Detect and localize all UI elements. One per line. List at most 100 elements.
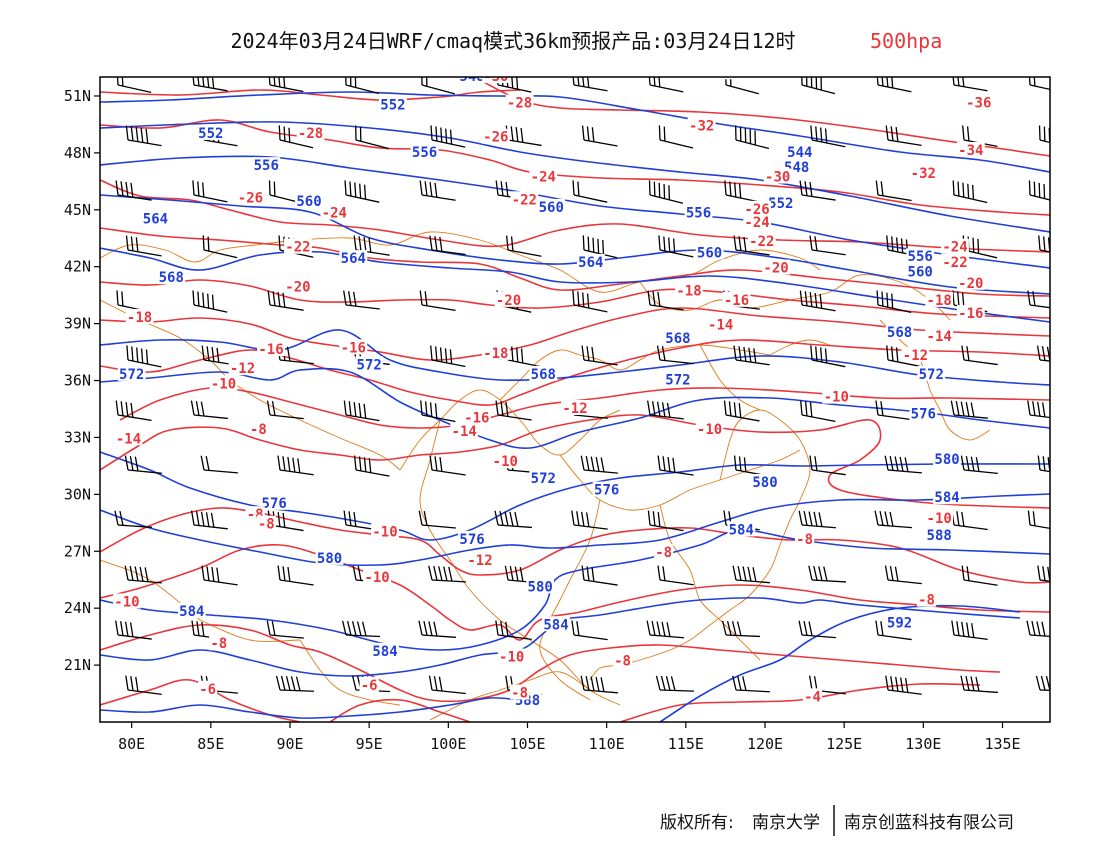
height-label: 584: [179, 604, 204, 620]
height-label: 572: [119, 367, 144, 383]
lat-tick-label: 24N: [64, 599, 91, 617]
height-label: 572: [919, 367, 944, 383]
height-label: 556: [908, 249, 933, 265]
height-label: 560: [908, 264, 933, 280]
temperature-label: -24: [744, 215, 769, 231]
lat-tick-label: 33N: [64, 428, 91, 446]
temperature-label: -36: [966, 96, 991, 112]
lon-tick-label: 120E: [747, 735, 783, 753]
height-label: 560: [697, 245, 722, 261]
temperature-label: -22: [749, 234, 774, 250]
temperature-label: -18: [927, 293, 952, 309]
map-title: 2024年03月24日WRF/cmaq模式36km预报产品:03月24日12时: [230, 29, 795, 53]
lat-tick-label: 36N: [64, 372, 91, 390]
temperature-label: -24: [322, 206, 347, 222]
temperature-label: -16: [341, 340, 366, 356]
height-label: 564: [578, 255, 603, 271]
height-label: 572: [531, 471, 556, 487]
lat-tick-label: 48N: [64, 144, 91, 162]
temperature-label: -8: [250, 422, 267, 438]
temperature-label: -16: [958, 306, 983, 322]
height-label: 584: [729, 522, 754, 538]
lat-tick-label: 51N: [64, 87, 91, 105]
height-label: 584: [372, 644, 397, 660]
temperature-label: -8: [511, 686, 528, 702]
temperature-label: -34: [958, 143, 983, 159]
temperature-label: -10: [114, 594, 139, 610]
height-label: 584: [543, 617, 568, 633]
lon-tick-label: 130E: [905, 735, 941, 753]
temperature-label: -8: [614, 653, 631, 669]
temperature-label: -34: [713, 65, 738, 81]
temperature-label: -16: [258, 342, 283, 358]
temperature-label: -20: [496, 293, 521, 309]
temperature-label: -22: [942, 255, 967, 271]
temperature-label: -10: [493, 454, 518, 470]
lat-tick-label: 27N: [64, 542, 91, 560]
pressure-level-label: 500hpa: [870, 29, 942, 53]
lat-tick-label: 45N: [64, 201, 91, 219]
height-label: 552: [380, 97, 405, 113]
temperature-label: -20: [763, 261, 788, 277]
temperature-label: -14: [708, 318, 733, 334]
temperature-label: -10: [697, 422, 722, 438]
temperature-label: -8: [210, 636, 227, 652]
lon-tick-label: 110E: [589, 735, 625, 753]
height-label: 576: [459, 532, 484, 548]
temperature-label: -22: [285, 240, 310, 256]
height-label: 588: [927, 528, 952, 544]
temperature-label: -28: [298, 126, 323, 142]
height-label: 568: [887, 325, 912, 341]
temperature-label: -10: [927, 511, 952, 527]
lon-tick-label: 135E: [984, 735, 1020, 753]
height-label: 560: [296, 194, 321, 210]
height-label: 564: [143, 211, 168, 227]
temperature-label: -8: [918, 593, 935, 609]
height-label: 580: [752, 475, 777, 491]
height-label: 572: [665, 373, 690, 389]
height-label: 584: [934, 490, 959, 506]
height-label: 556: [686, 206, 711, 222]
temperature-label: -8: [796, 532, 813, 548]
temperature-label: -14: [927, 329, 952, 345]
lat-tick-label: 21N: [64, 656, 91, 674]
temperature-label: -10: [499, 650, 524, 666]
lon-tick-label: 100E: [430, 735, 466, 753]
lon-tick-label: 105E: [509, 735, 545, 753]
height-label: 556: [412, 145, 437, 161]
temperature-label: -32: [911, 166, 936, 182]
temperature-label: -10: [211, 376, 236, 392]
temperature-label: -10: [372, 524, 397, 540]
temperature-label: -12: [562, 401, 587, 417]
lon-tick-label: 90E: [276, 735, 303, 753]
temperature-label: -10: [824, 390, 849, 406]
temperature-label: -18: [127, 310, 152, 326]
height-label: 580: [528, 579, 553, 595]
temperature-label: -26: [483, 130, 508, 146]
height-label: 576: [262, 496, 287, 512]
lat-tick-label: 42N: [64, 258, 91, 276]
height-label: 568: [531, 367, 556, 383]
height-label: 568: [159, 270, 184, 286]
temperature-label: -22: [512, 192, 537, 208]
temperature-label: -28: [507, 96, 532, 112]
lat-tick-label: 30N: [64, 485, 91, 503]
lon-tick-label: 125E: [826, 735, 862, 753]
temperature-label: -24: [531, 170, 556, 186]
temperature-label: -8: [258, 517, 275, 533]
footer-copyright-label: 版权所有:: [660, 813, 734, 833]
temperature-label: -12: [903, 348, 928, 364]
temperature-label: -12: [467, 553, 492, 569]
lon-tick-label: 85E: [197, 735, 224, 753]
footer-org-chuanglan: 南京创蓝科技有限公司: [844, 813, 1014, 833]
temperature-label: -6: [199, 682, 216, 698]
lon-tick-label: 115E: [668, 735, 704, 753]
temperature-label: -26: [238, 190, 263, 206]
height-label: 544: [787, 145, 812, 161]
height-label: 568: [665, 331, 690, 347]
temperature-label: -10: [364, 570, 389, 586]
